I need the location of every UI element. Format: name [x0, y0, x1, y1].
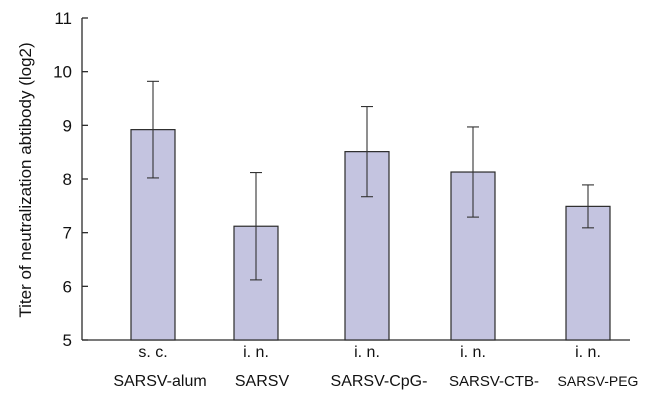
y-tick-label-10: 10 [53, 63, 72, 82]
y-tick-label-11: 11 [54, 9, 72, 28]
y-tick-label-5: 5 [63, 331, 72, 350]
y-tick-label-6: 6 [63, 277, 72, 296]
category-label-4: SARSV-PEG [558, 373, 639, 389]
route-label-4: i. n. [575, 344, 601, 361]
labels-layer: 5 6 7 8 9 10 11 s. c. i. n. i. n. i. n. i. n. SARSV-… [53, 9, 638, 390]
route-label-0: s. c. [138, 344, 167, 361]
y-tick-label-8: 8 [63, 170, 72, 189]
error-bars-layer [147, 80, 594, 281]
bars-layer [130, 129, 611, 341]
route-label-1: i. n. [243, 344, 269, 361]
bar-sarsv-peg [565, 205, 611, 341]
category-label-0: SARSV-alum [113, 373, 206, 390]
category-label-1: SARSV [235, 373, 290, 390]
y-tick-label-9: 9 [63, 116, 72, 135]
category-label-2: SARSV-CpG- [331, 373, 428, 390]
route-label-3: i. n. [460, 344, 486, 361]
y-tick-label-7: 7 [63, 224, 72, 243]
route-label-2: i. n. [354, 344, 380, 361]
category-label-3: SARSV-CTB- [449, 373, 539, 390]
y-axis-title: Titer of neutralization abtibody (log2) [16, 42, 35, 317]
